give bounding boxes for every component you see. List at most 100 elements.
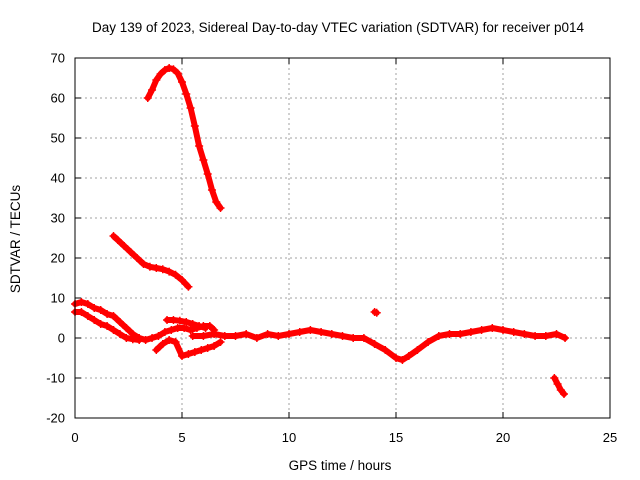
data-point [122, 334, 131, 342]
data-point [139, 260, 148, 268]
data-point [169, 65, 178, 74]
data-point [231, 332, 240, 340]
data-point [178, 352, 186, 360]
data-point [434, 332, 443, 340]
data-point [203, 344, 212, 352]
x-tick-label: 0 [71, 430, 78, 445]
y-tick-label: 50 [51, 131, 65, 146]
data-point [201, 324, 210, 332]
x-tick-label: 25 [603, 430, 617, 445]
data-point [359, 334, 368, 342]
data-point [520, 330, 529, 338]
data-point [349, 334, 358, 342]
data-point [154, 332, 163, 340]
data-point [83, 312, 92, 320]
series-arc-high [143, 64, 225, 212]
data-point [220, 332, 229, 340]
data-point [182, 318, 191, 326]
data-point [109, 312, 118, 320]
data-point [190, 122, 199, 130]
data-point [143, 94, 152, 102]
data-point [559, 390, 568, 398]
data-point [165, 336, 174, 344]
data-point [295, 328, 304, 336]
data-point [197, 346, 206, 354]
data-point [509, 328, 518, 336]
data-point [552, 330, 561, 338]
data-point [424, 338, 433, 346]
y-axis-label: SDTVAR / TECUs [8, 185, 23, 294]
y-tick-label: -10 [46, 371, 65, 386]
data-point [445, 330, 454, 338]
data-point [184, 282, 193, 291]
series-arc-main [188, 324, 570, 364]
y-tick-label: 30 [51, 211, 65, 226]
data-point [77, 308, 86, 316]
y-tick-label: 20 [51, 251, 65, 266]
data-point [113, 236, 122, 244]
data-point [195, 142, 204, 150]
data-point [188, 320, 197, 328]
data-point [180, 324, 189, 332]
data-point [212, 198, 221, 206]
data-point [178, 276, 186, 284]
data-point [90, 304, 99, 312]
chart-title: Day 139 of 2023, Sidereal Day-to-day VTE… [92, 20, 584, 35]
data-point [77, 298, 86, 306]
data-point [392, 354, 400, 362]
data-point [550, 374, 559, 382]
data-point [152, 346, 161, 354]
data-point [199, 332, 208, 340]
series-arc-isolated [370, 308, 381, 317]
x-tick-label: 20 [496, 430, 510, 445]
data-point [186, 326, 195, 334]
data-point [120, 242, 129, 250]
data-point [115, 330, 124, 338]
data-point [83, 300, 92, 308]
data-point [207, 186, 216, 194]
y-tick-label: 0 [58, 331, 65, 346]
series-arc-early [71, 298, 219, 344]
data-point [274, 332, 283, 340]
data-point [398, 356, 407, 364]
y-tick-label: 70 [51, 51, 65, 66]
data-point [133, 254, 142, 262]
data-point [135, 336, 144, 344]
data-point [216, 204, 225, 212]
data-point [306, 326, 315, 334]
data-point [210, 342, 219, 350]
data-point [96, 320, 105, 328]
data-point [372, 308, 381, 317]
series-trace [189, 325, 569, 363]
data-point [126, 248, 135, 256]
data-point [178, 78, 186, 86]
data-point [338, 332, 347, 340]
data-point [195, 322, 204, 330]
data-point [188, 332, 197, 340]
data-point [148, 86, 157, 94]
data-point [477, 326, 486, 334]
data-point [190, 348, 199, 356]
data-point [186, 104, 195, 112]
y-tick-label: 10 [51, 291, 65, 306]
data-point [488, 324, 497, 332]
data-point [152, 76, 161, 84]
data-point [169, 316, 178, 324]
y-tick-label: -20 [46, 411, 65, 426]
series-arc-mid [109, 232, 193, 291]
data-point [210, 330, 219, 338]
data-points [71, 64, 570, 398]
data-point [171, 270, 180, 279]
data-point [96, 306, 105, 314]
data-point [285, 330, 293, 338]
y-tick-label: 40 [51, 171, 65, 186]
data-point [158, 265, 167, 274]
data-point [165, 64, 174, 72]
data-point [103, 310, 112, 318]
series-trace [144, 65, 224, 211]
data-point [404, 352, 413, 360]
data-point [466, 328, 475, 336]
data-point [216, 338, 225, 346]
data-point [173, 69, 182, 78]
